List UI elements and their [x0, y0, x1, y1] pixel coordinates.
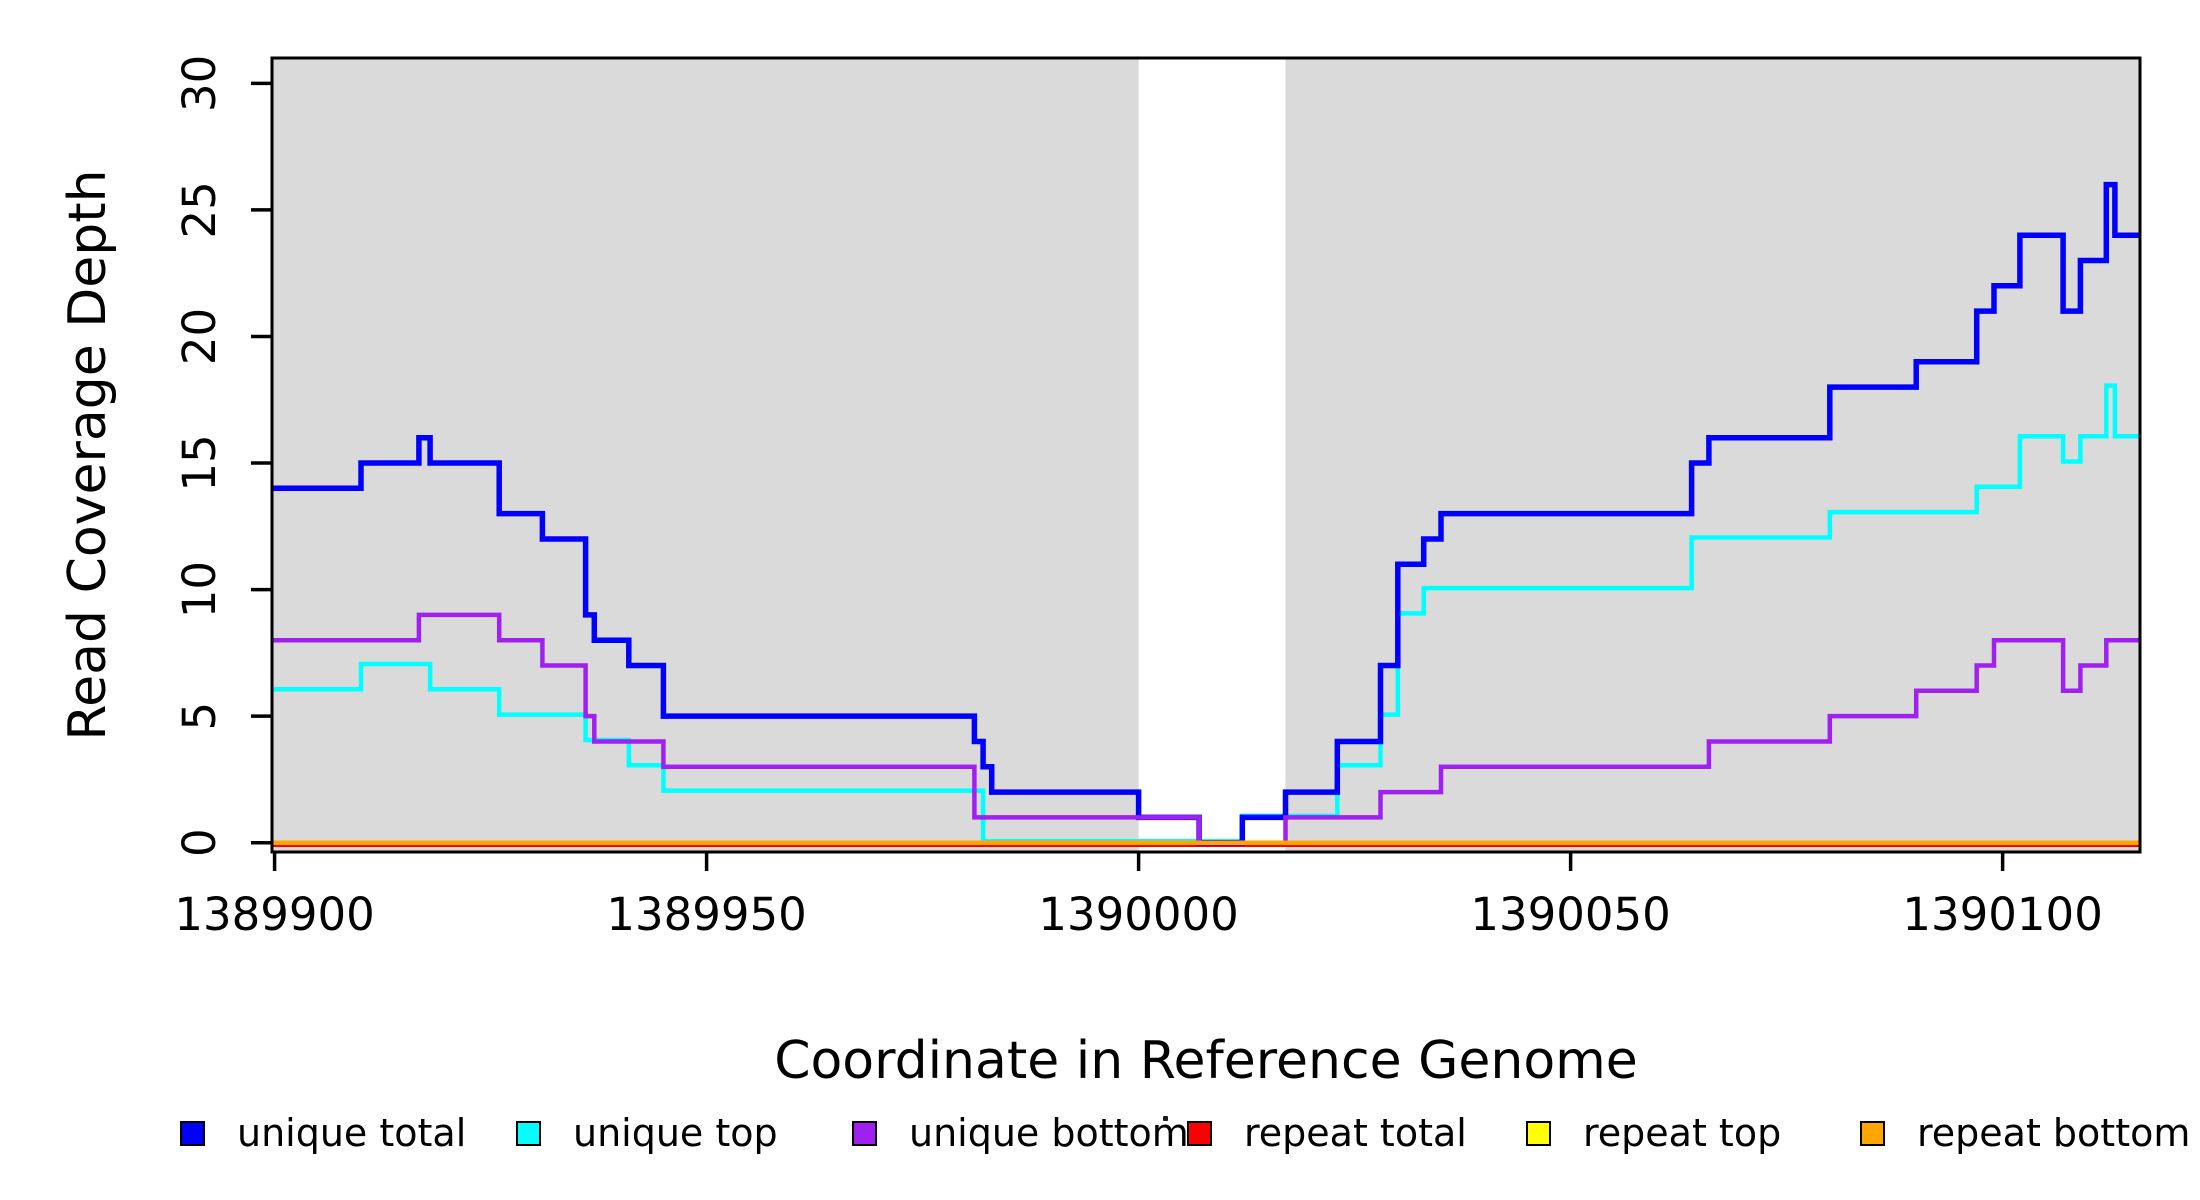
- y-tick-label: 10: [173, 561, 226, 618]
- legend-artifact-dot: [1163, 1116, 1168, 1121]
- y-tick-label: 0: [173, 828, 226, 857]
- legend-swatch-unique-total: [180, 1121, 205, 1146]
- y-tick-label: 15: [173, 434, 226, 491]
- x-axis-title: Coordinate in Reference Genome: [774, 1031, 1638, 1091]
- legend-label-repeat-total: repeat total: [1244, 1111, 1467, 1155]
- y-axis-title: Read Coverage Depth: [58, 169, 118, 740]
- x-tick-label: 1389950: [606, 888, 806, 941]
- legend-label-repeat-bottom: repeat bottom: [1917, 1111, 2190, 1155]
- legend-swatch-repeat-total: [1187, 1121, 1212, 1146]
- series-unique-bottom-line: [272, 612, 2140, 845]
- series-unique-top-line: [272, 383, 2140, 844]
- legend-swatch-repeat-bottom: [1860, 1121, 1885, 1146]
- series-unique-total-line: [272, 181, 2140, 846]
- x-tick-label: 1390100: [1902, 888, 2102, 941]
- y-tick-label: 25: [173, 181, 226, 238]
- plot-background-region: [272, 58, 1139, 852]
- plot-background-region: [1285, 58, 2140, 852]
- legend-label-unique-total: unique total: [237, 1111, 466, 1155]
- x-tick-label: 1389900: [174, 888, 374, 941]
- plot-box: [270, 56, 2142, 854]
- legend-label-repeat-top: repeat top: [1583, 1111, 1781, 1155]
- y-tick-label: 5: [173, 702, 226, 731]
- y-tick-label: 20: [173, 308, 226, 365]
- x-tick-label: 1390050: [1470, 888, 1670, 941]
- legend-label-unique-top: unique top: [573, 1111, 778, 1155]
- legend-swatch-unique-bottom: [852, 1121, 877, 1146]
- x-tick-label: 1390000: [1038, 888, 1238, 941]
- y-tick-label: 30: [173, 55, 226, 112]
- legend-label-unique-bottom: unique bottom: [909, 1111, 1189, 1155]
- legend-swatch-repeat-top: [1526, 1121, 1551, 1146]
- legend-swatch-unique-top: [516, 1121, 541, 1146]
